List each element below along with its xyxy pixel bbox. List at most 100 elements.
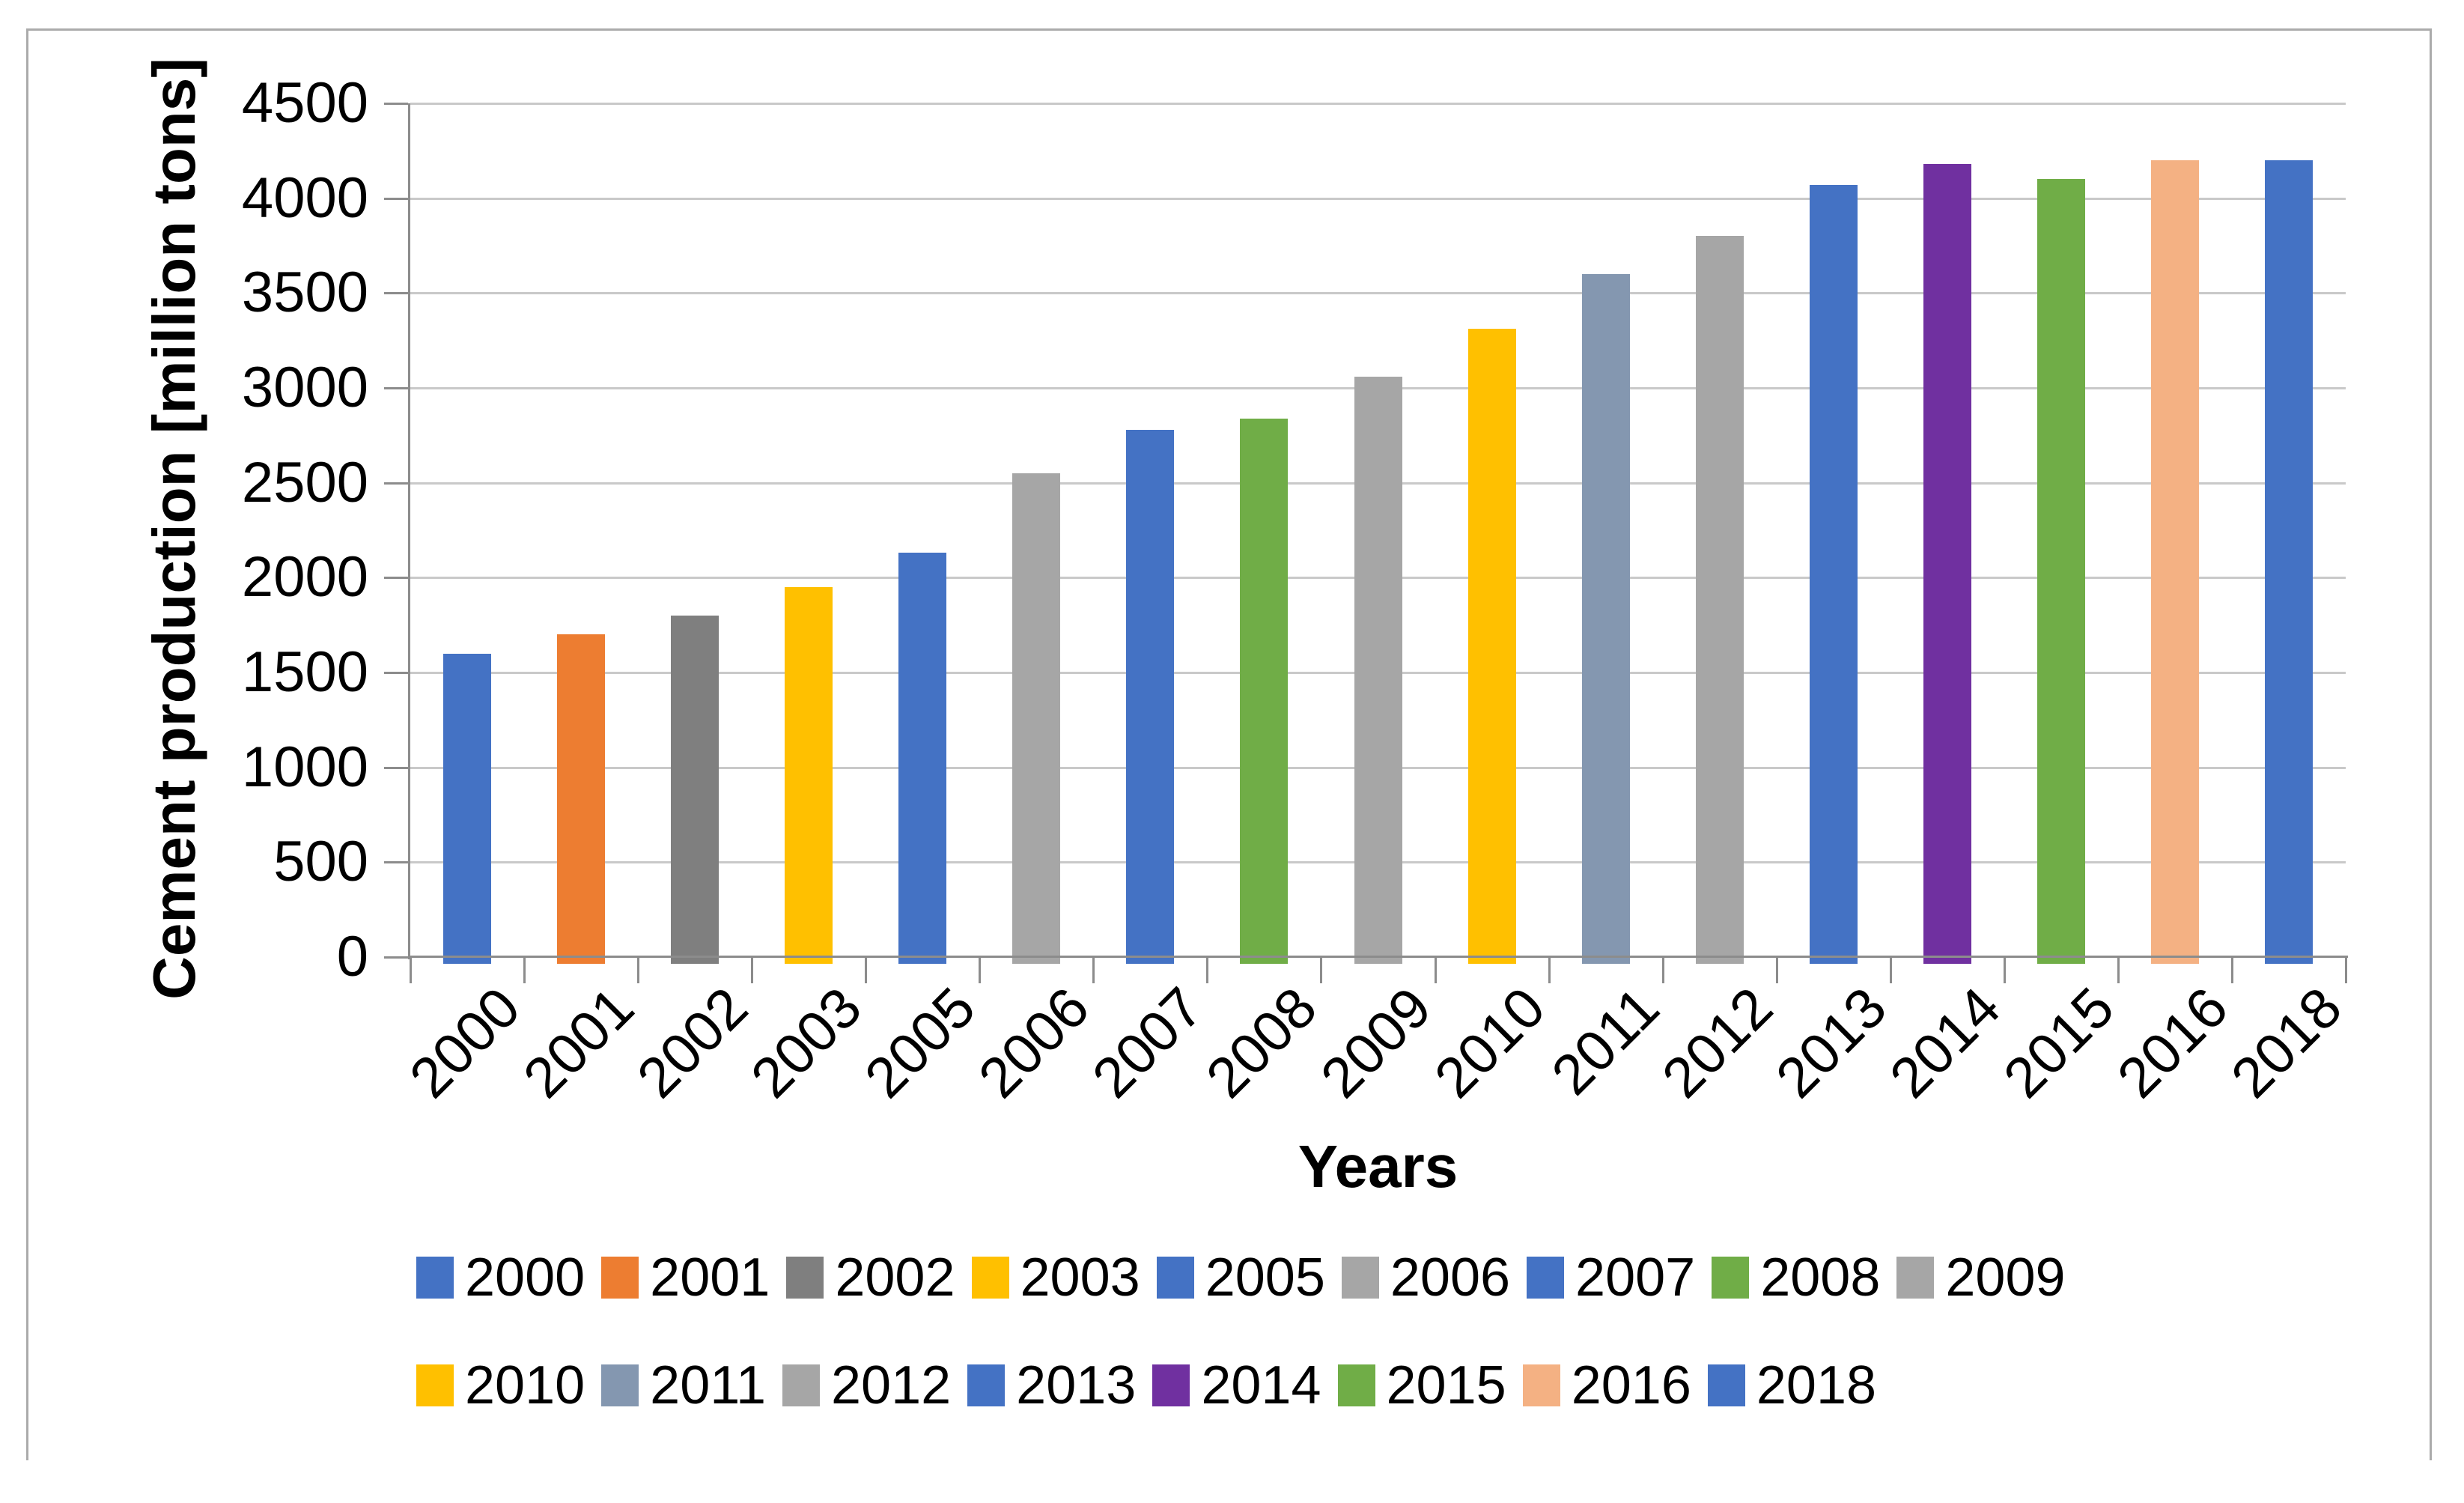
legend-swatch-2013 xyxy=(967,1364,1006,1406)
bar-2006 xyxy=(1012,473,1060,964)
x-tick-16 xyxy=(2231,958,2233,983)
y-tick-3000 xyxy=(384,387,408,389)
bar-2007 xyxy=(1126,430,1174,964)
legend-swatch-2007 xyxy=(1527,1257,1565,1299)
bar-2016 xyxy=(2151,160,2199,964)
bar-2000 xyxy=(443,654,491,964)
bar-2013 xyxy=(1810,185,1858,964)
legend-row-1: 2000 2001 2002 2003 2005 2006 2007 2008 2009 xyxy=(416,1243,2082,1312)
x-tick-11 xyxy=(1662,958,1664,983)
legend-label-2015: 2015 xyxy=(1386,1355,1506,1415)
legend-label-2011: 2011 xyxy=(650,1355,766,1415)
legend-label-2002: 2002 xyxy=(835,1248,955,1308)
plot-area xyxy=(410,103,2346,964)
y-tick-label-1500: 1500 xyxy=(241,640,368,704)
y-axis-title-text: Cement production [million tons] xyxy=(141,58,207,1000)
x-tick-12 xyxy=(1776,958,1778,983)
x-tick-2 xyxy=(637,958,639,983)
x-tick-14 xyxy=(2004,958,2006,983)
x-tick-5 xyxy=(979,958,981,983)
y-tick-label-2500: 2500 xyxy=(241,450,368,514)
x-tick-8 xyxy=(1320,958,1322,983)
bar-2001 xyxy=(557,634,605,964)
bar-2008 xyxy=(1240,419,1288,964)
legend-label-2007: 2007 xyxy=(1575,1248,1696,1308)
legend-label-2003: 2003 xyxy=(1020,1248,1140,1308)
x-tick-9 xyxy=(1435,958,1437,983)
y-tick-500 xyxy=(384,861,408,864)
legend-swatch-2015 xyxy=(1337,1364,1375,1406)
y-tick-4000 xyxy=(384,197,408,200)
legend-entry-2008: 2008 xyxy=(1712,1251,1880,1305)
x-tick-3 xyxy=(751,958,753,983)
y-tick-1000 xyxy=(384,766,408,769)
bar-2009 xyxy=(1354,377,1402,964)
y-tick-label-4000: 4000 xyxy=(241,166,368,230)
legend-swatch-2009 xyxy=(1896,1257,1935,1299)
legend-label-2012: 2012 xyxy=(831,1355,952,1415)
bar-2014 xyxy=(1923,164,1971,964)
legend-label-2010: 2010 xyxy=(465,1355,585,1415)
legend-label-2018: 2018 xyxy=(1756,1355,1877,1415)
legend-swatch-2016 xyxy=(1522,1364,1560,1406)
legend-swatch-2018 xyxy=(1707,1364,1745,1406)
x-tick-13 xyxy=(1890,958,1892,983)
y-tick-3500 xyxy=(384,292,408,295)
y-tick-2000 xyxy=(384,577,408,580)
gridline-3500 xyxy=(410,292,2346,295)
bar-2015 xyxy=(2037,179,2085,964)
legend-entry-2016: 2016 xyxy=(1522,1355,1691,1415)
legend: 2000 2001 2002 2003 2005 2006 2007 2008 2009 2010… xyxy=(416,1243,2082,1459)
legend-label-2000: 2000 xyxy=(465,1248,585,1308)
legend-entry-2018: 2018 xyxy=(1707,1355,1877,1415)
chart-outer-border xyxy=(26,28,2432,1460)
legend-swatch-2006 xyxy=(1341,1257,1379,1299)
legend-swatch-2002 xyxy=(786,1257,824,1299)
legend-swatch-2008 xyxy=(1712,1257,1750,1299)
legend-swatch-2003 xyxy=(971,1257,1009,1299)
x-tick-4 xyxy=(865,958,867,983)
x-axis-title: Years xyxy=(1298,1133,1458,1200)
legend-swatch-2005 xyxy=(1156,1257,1194,1299)
legend-label-2009: 2009 xyxy=(1945,1248,2066,1308)
y-tick-label-1000: 1000 xyxy=(241,735,368,799)
legend-label-2008: 2008 xyxy=(1760,1248,1881,1308)
legend-label-2014: 2014 xyxy=(1201,1355,1321,1415)
legend-entry-2015: 2015 xyxy=(1337,1355,1506,1415)
legend-entry-2002: 2002 xyxy=(786,1251,955,1305)
legend-swatch-2001 xyxy=(601,1257,639,1299)
bar-2012 xyxy=(1696,236,1744,964)
legend-entry-2007: 2007 xyxy=(1527,1251,1695,1305)
legend-label-2001: 2001 xyxy=(650,1248,770,1308)
y-tick-label-2000: 2000 xyxy=(241,545,368,610)
x-tick-1 xyxy=(523,958,526,983)
x-tick-6 xyxy=(1092,958,1095,983)
legend-swatch-2014 xyxy=(1152,1364,1190,1406)
y-axis-line xyxy=(408,103,410,959)
legend-label-2016: 2016 xyxy=(1571,1355,1691,1415)
x-tick-10 xyxy=(1548,958,1551,983)
x-tick-7 xyxy=(1206,958,1208,983)
y-tick-4500 xyxy=(384,103,408,105)
bar-2018 xyxy=(2265,160,2313,964)
bar-2002 xyxy=(671,616,719,964)
legend-swatch-2011 xyxy=(601,1364,639,1406)
bar-2010 xyxy=(1468,329,1516,964)
legend-entry-2013: 2013 xyxy=(967,1358,1136,1412)
legend-entry-2005: 2005 xyxy=(1156,1248,1325,1308)
legend-swatch-2010 xyxy=(416,1364,454,1406)
bar-2005 xyxy=(898,553,946,964)
gridline-4000 xyxy=(410,197,2346,200)
bar-2003 xyxy=(785,587,833,964)
legend-entry-2009: 2009 xyxy=(1896,1248,2066,1308)
y-tick-1500 xyxy=(384,672,408,674)
y-tick-label-0: 0 xyxy=(336,925,368,989)
legend-label-2005: 2005 xyxy=(1205,1248,1325,1308)
y-tick-0 xyxy=(384,956,408,959)
y-tick-label-3500: 3500 xyxy=(241,261,368,325)
legend-entry-2014: 2014 xyxy=(1152,1358,1321,1412)
y-tick-label-3000: 3000 xyxy=(241,356,368,419)
legend-entry-2001: 2001 xyxy=(601,1251,770,1305)
legend-entry-2000: 2000 xyxy=(416,1251,585,1305)
x-axis-line xyxy=(408,956,2348,958)
